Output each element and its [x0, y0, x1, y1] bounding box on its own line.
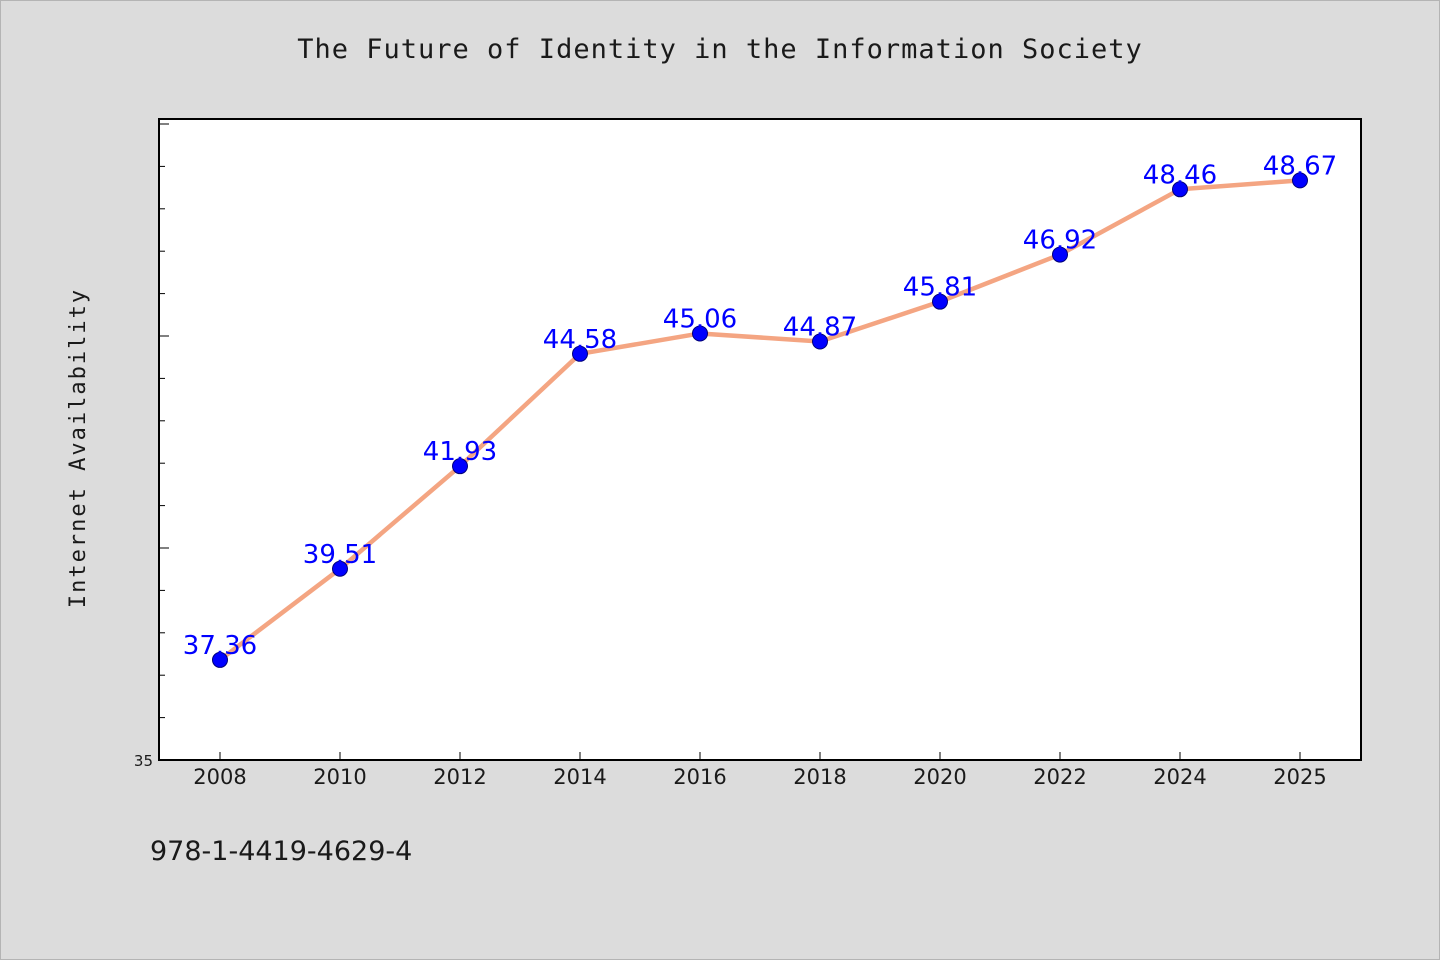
data-point — [932, 293, 948, 310]
data-label: 45.06 — [663, 304, 737, 334]
x-tick-label: 2025 — [1273, 765, 1326, 789]
plot-area — [158, 118, 1362, 761]
x-axis-tick-labels: 2008 2010 2012 2014 2016 2018 2020 2022 2024 2025 — [193, 765, 1326, 789]
data-point — [812, 333, 828, 350]
x-tick-label: 2008 — [193, 765, 246, 789]
x-tick-label: 2024 — [1153, 765, 1206, 789]
data-labels: 37.36 39.51 41.93 44.58 45.06 44.87 45.81 46.92… — [183, 151, 1337, 661]
data-label: 45.81 — [903, 273, 977, 303]
x-tick-label: 2018 — [793, 765, 846, 789]
y-tick-label: 35 — [134, 752, 153, 770]
data-point — [1292, 172, 1308, 189]
x-tick-label: 2020 — [913, 765, 966, 789]
data-label: 46.92 — [1023, 226, 1097, 256]
x-axis-ticks — [219, 752, 1301, 760]
y-axis-label: Internet Availability — [66, 288, 91, 608]
x-tick-label: 2012 — [433, 765, 486, 789]
series-line — [217, 178, 1303, 663]
data-label: 41.93 — [423, 437, 497, 467]
y-axis-ticks — [159, 123, 169, 761]
data-point — [452, 458, 468, 475]
x-tick-label: 2010 — [313, 765, 366, 789]
data-point — [332, 560, 348, 577]
data-label: 44.58 — [543, 325, 617, 355]
data-point — [572, 345, 588, 362]
data-point — [212, 651, 228, 668]
data-point — [1172, 181, 1188, 198]
data-label: 48.46 — [1143, 160, 1217, 190]
series-layer — [212, 172, 1308, 668]
data-label: 44.87 — [783, 313, 857, 343]
y-axis-tick-labels: 35 — [134, 752, 153, 770]
data-label: 48.67 — [1263, 151, 1337, 181]
chart-title: The Future of Identity in the Informatio… — [297, 34, 1143, 65]
isbn-label: 978-1-4419-4629-4 — [150, 836, 413, 867]
x-tick-label: 2014 — [553, 765, 606, 789]
x-tick-label: 2016 — [673, 765, 726, 789]
data-label: 39.51 — [303, 540, 377, 570]
data-point — [1052, 246, 1068, 263]
x-tick-label: 2022 — [1033, 765, 1086, 789]
data-label: 37.36 — [183, 631, 257, 661]
data-point — [692, 325, 708, 342]
